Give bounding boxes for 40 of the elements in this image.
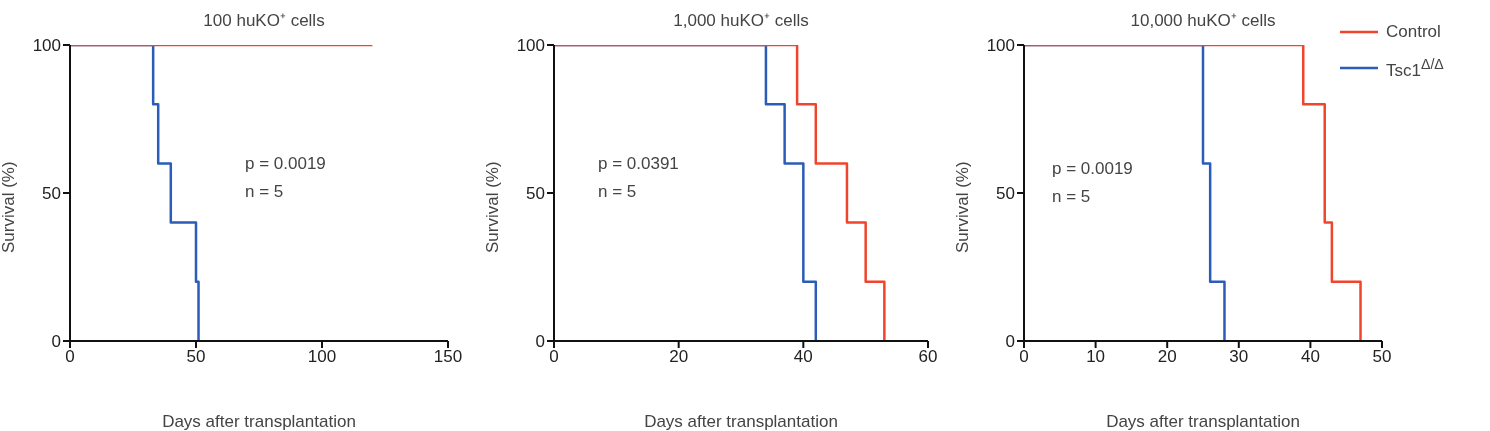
legend-label: Control <box>1386 22 1441 42</box>
x-tick-label: 100 <box>307 347 337 367</box>
y-tick-label: 50 <box>42 184 61 204</box>
x-tick-label: 40 <box>793 347 813 367</box>
x-tick-label: 20 <box>1157 347 1177 367</box>
y-tick-label: 0 <box>1005 332 1015 352</box>
x-axis-title: Days after transplantation <box>644 412 838 431</box>
x-tick-label: 40 <box>1300 347 1320 367</box>
x-tick-label: 0 <box>65 347 75 367</box>
y-axis-title: Survival (%) <box>483 161 503 253</box>
x-tick-label: 10 <box>1086 347 1106 367</box>
x-tick-label: 150 <box>433 347 463 367</box>
annotation: p = 0.0019 <box>1052 158 1133 180</box>
y-tick-label: 50 <box>526 184 545 204</box>
chart-title: 100 huKO⁺ cells <box>202 10 326 31</box>
annotation: p = 0.0391 <box>598 153 679 175</box>
chart-title: 1,000 huKO⁺ cells <box>672 10 810 31</box>
x-tick-label: 0 <box>549 347 559 367</box>
x-axis-title: Days after transplantation <box>162 412 356 431</box>
annotation: n = 5 <box>598 181 638 203</box>
y-tick-label: 100 <box>516 36 545 56</box>
y-axis-title: Survival (%) <box>0 161 19 253</box>
annotation: n = 5 <box>1052 186 1092 208</box>
x-tick-label: 50 <box>1372 347 1392 367</box>
x-tick-label: 0 <box>1019 347 1029 367</box>
y-tick-label: 50 <box>996 184 1015 204</box>
y-tick-label: 0 <box>535 332 545 352</box>
y-axis-title: Survival (%) <box>953 161 973 253</box>
y-tick-label: 0 <box>51 332 61 352</box>
y-tick-label: 100 <box>986 36 1015 56</box>
x-axis-title: Days after transplantation <box>1106 412 1300 431</box>
chart-title: 10,000 huKO⁺ cells <box>1129 10 1277 31</box>
x-tick-label: 20 <box>669 347 689 367</box>
x-tick-label: 60 <box>918 347 938 367</box>
x-tick-label: 30 <box>1229 347 1249 367</box>
annotation: n = 5 <box>245 181 285 203</box>
x-tick-label: 50 <box>186 347 206 367</box>
annotation: p = 0.0019 <box>245 153 326 175</box>
legend-label: Tsc1$^{Δ/Δ}$ <box>1386 55 1444 81</box>
y-tick-label: 100 <box>32 36 61 56</box>
